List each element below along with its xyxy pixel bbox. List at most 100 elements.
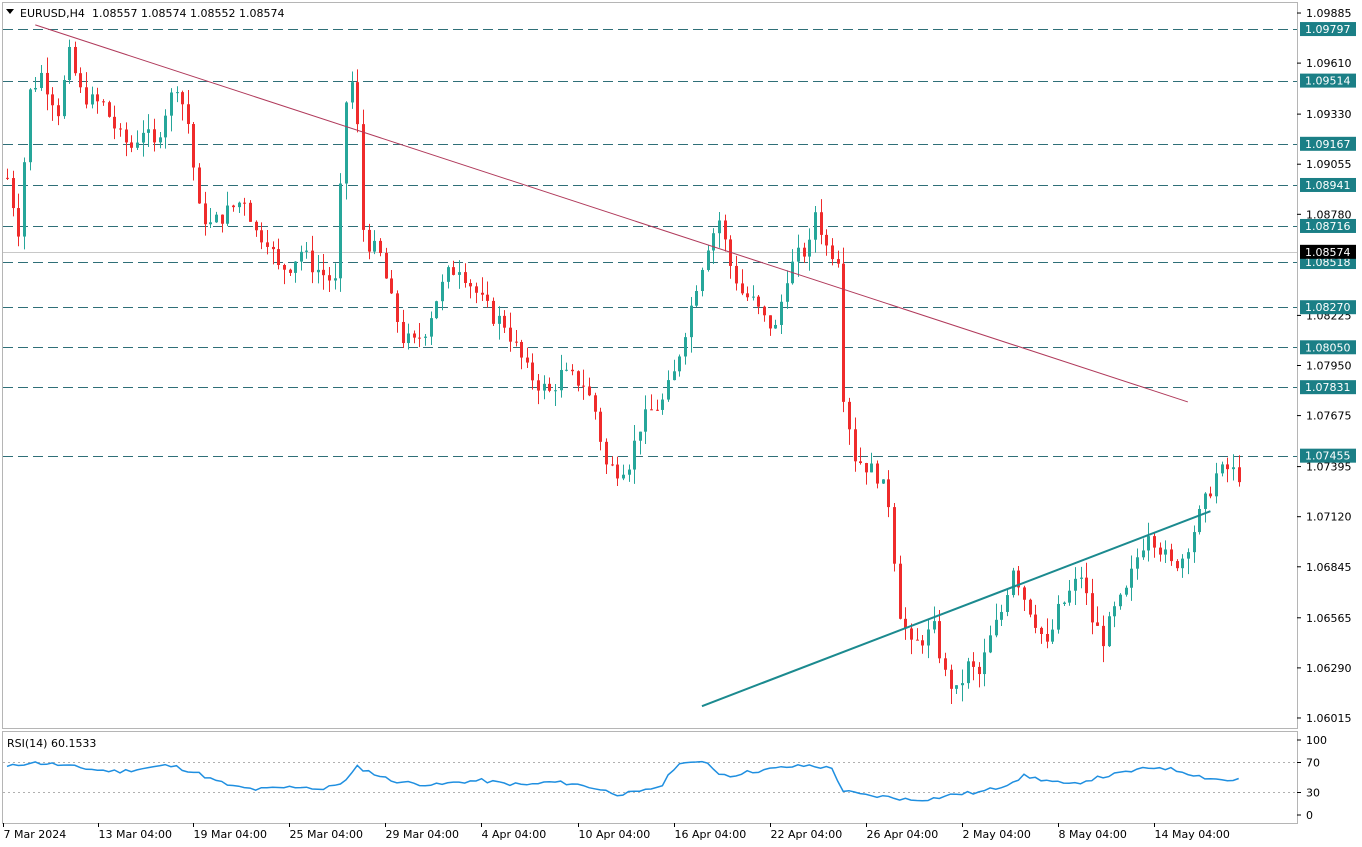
candle-body <box>797 247 800 262</box>
candle-body <box>633 440 636 470</box>
time-tick-label: 4 Apr 04:00 <box>482 828 547 841</box>
candle-body <box>1080 577 1083 579</box>
candle-body <box>492 300 495 324</box>
candle-body <box>317 269 320 273</box>
candle-body <box>837 259 840 264</box>
candle-body <box>1057 603 1060 630</box>
candle-body <box>707 250 710 270</box>
candle-body <box>582 385 585 387</box>
candle-body <box>430 318 433 337</box>
candle-body <box>1142 550 1145 558</box>
time-tick-label: 29 Mar 04:00 <box>386 828 459 841</box>
rsi-axis: 100 70 30 0 <box>1297 734 1327 822</box>
candle-body <box>944 658 947 670</box>
candle-body <box>373 240 376 252</box>
candle-body <box>774 324 777 329</box>
candle-body <box>119 128 122 130</box>
price-tick-label: 1.07675 <box>1306 410 1352 423</box>
candle-body <box>424 336 427 338</box>
candle-body <box>232 205 235 208</box>
candle-body <box>1187 552 1190 559</box>
rsi-tick-label: 30 <box>1306 787 1320 800</box>
level-tag-label: 1.08270 <box>1305 301 1351 314</box>
candle-body <box>757 296 760 307</box>
candle-body <box>334 278 337 281</box>
candle-body <box>1215 473 1218 497</box>
candle-body <box>74 46 77 74</box>
candle-body <box>509 327 512 342</box>
level-tag <box>1300 300 1356 315</box>
candle-body <box>486 294 489 301</box>
level-tag-label: 1.09514 <box>1305 75 1351 88</box>
support-trendline <box>701 510 1211 708</box>
candle-body <box>85 87 88 105</box>
rsi-series <box>3 760 1297 802</box>
candle-body <box>752 296 755 298</box>
candle-body <box>1102 625 1105 647</box>
candle-body <box>215 214 218 223</box>
candle-body <box>328 275 331 281</box>
candle-body <box>413 333 416 338</box>
candle-body <box>667 380 670 400</box>
candle-body <box>238 202 241 208</box>
candle-body <box>503 315 506 328</box>
candle-body <box>176 92 179 94</box>
level-tag-label: 1.08716 <box>1305 220 1351 233</box>
candle-body <box>1034 614 1037 628</box>
candle-body <box>650 409 653 411</box>
dropdown-triangle-icon[interactable] <box>6 9 14 14</box>
price-panel[interactable] <box>2 2 1298 729</box>
candle-body <box>904 618 907 629</box>
candle-body <box>1232 467 1235 470</box>
candle-body <box>548 383 551 391</box>
candle-body <box>746 293 749 298</box>
candle-body <box>741 283 744 294</box>
price-axis[interactable]: 1.09885 1.09610 1.09330 1.09055 1.08780 1.082… <box>1297 7 1356 725</box>
time-axis[interactable]: 7 Mar 2024 13 Mar 04:00 19 Mar 04:00 25 Mar… <box>3 823 1230 841</box>
candle-body <box>887 479 890 508</box>
candle-body <box>396 293 399 322</box>
candle-body <box>1068 590 1071 603</box>
candle-body <box>1198 508 1201 533</box>
candle-body <box>978 666 981 675</box>
candle-body <box>289 269 292 273</box>
current-price-label: 1.08574 <box>1305 246 1351 259</box>
price-tick-label: 1.08780 <box>1306 208 1352 221</box>
rsi-panel[interactable] <box>2 731 1298 824</box>
candle-body <box>1085 577 1088 594</box>
price-tick-label: 1.09330 <box>1306 108 1352 121</box>
time-tick-label: 7 Mar 2024 <box>4 828 67 841</box>
chart-header: EURUSD,H4 1.08557 1.08574 1.08552 1.0857… <box>6 7 284 20</box>
candle-body <box>577 371 580 386</box>
candle-body <box>950 669 953 689</box>
level-tag-label: 1.08518 <box>1305 256 1351 269</box>
candle-body <box>526 357 529 363</box>
candle-body <box>678 356 681 372</box>
candle-body <box>300 251 303 262</box>
candle-body <box>1125 587 1128 595</box>
candle-body <box>859 461 862 464</box>
candle-body <box>842 263 845 402</box>
candle-body <box>599 411 602 442</box>
candle-body <box>12 178 15 209</box>
candle-body <box>972 661 975 667</box>
candle-body <box>1000 611 1003 620</box>
candle-body <box>498 315 501 324</box>
candle-body <box>938 621 941 659</box>
candle-body <box>543 383 546 391</box>
candle-body <box>565 369 568 371</box>
candle-body <box>1170 549 1173 562</box>
candle-body <box>1181 558 1184 569</box>
candle-body <box>243 202 246 204</box>
price-tick-label: 1.06015 <box>1306 712 1352 725</box>
candle-body <box>1176 561 1179 569</box>
resistance-trendline <box>35 24 1189 403</box>
candle-body <box>1147 536 1150 551</box>
level-tag <box>1300 136 1356 151</box>
candle-body <box>1209 493 1212 497</box>
candle-body <box>690 305 693 338</box>
candle-body <box>187 104 190 125</box>
level-tag-label: 1.07831 <box>1305 381 1351 394</box>
candle-body <box>910 628 913 640</box>
